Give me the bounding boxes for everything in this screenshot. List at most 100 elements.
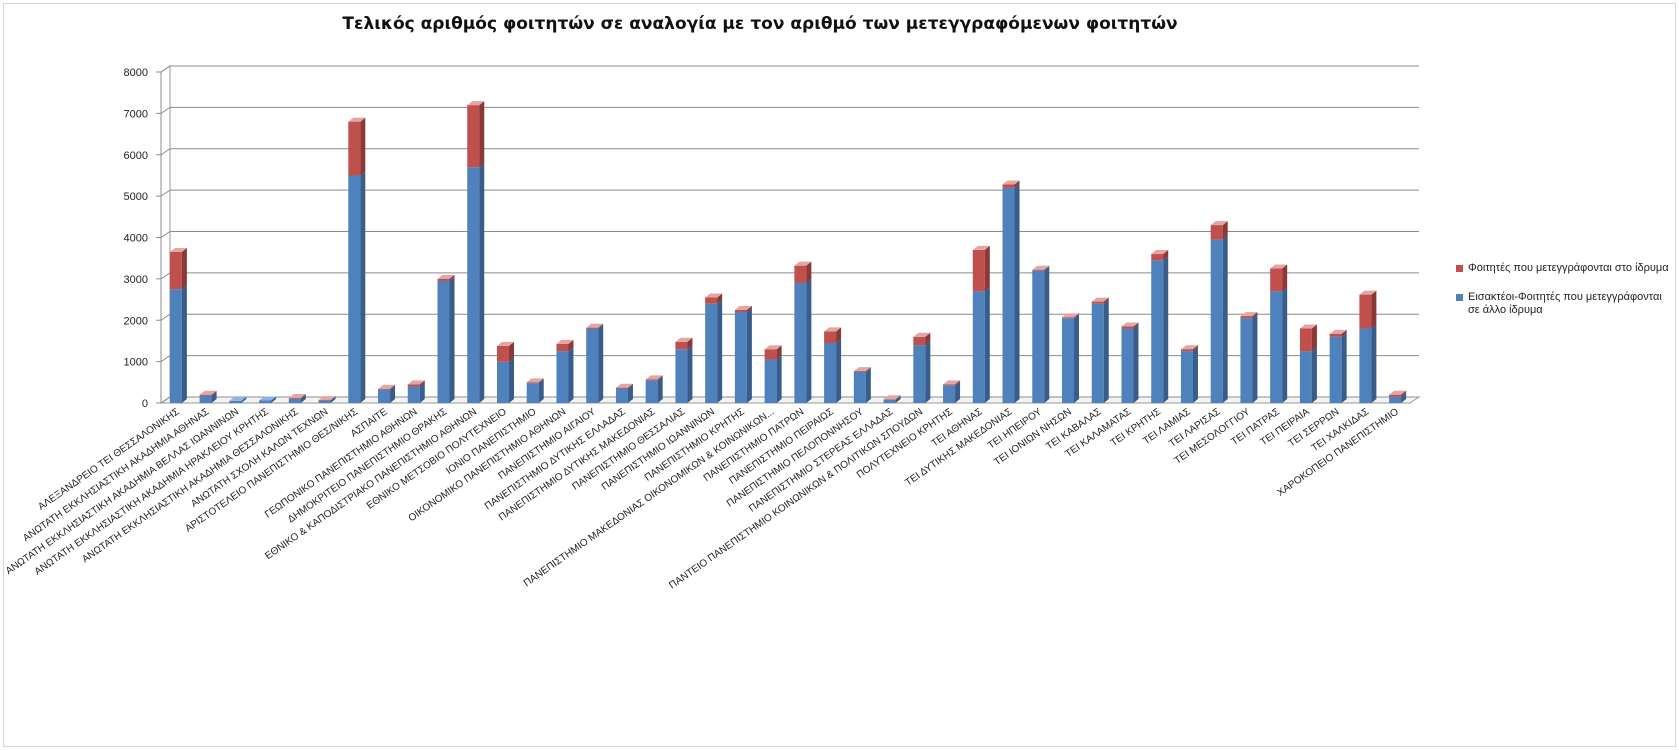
bar-incoming-top-39 [1329, 329, 1347, 334]
bar-incoming-side-14 [598, 323, 604, 329]
bar-admitted-20 [764, 359, 777, 403]
bar-incoming-side-9 [449, 274, 455, 281]
bar-incoming-top-34 [1180, 345, 1198, 350]
y-tick-label: 7000 [124, 108, 148, 120]
bar-incoming-17 [675, 341, 688, 350]
bar-incoming-side-19 [746, 305, 752, 312]
bar-incoming-top-37 [1270, 264, 1288, 269]
bar-incoming-side-21 [806, 261, 812, 284]
bar-admitted-side-17 [687, 345, 693, 403]
bar-admitted-9 [437, 280, 450, 403]
bar-incoming-27 [972, 249, 985, 292]
bar-admitted-18 [705, 303, 718, 403]
bar-admitted-38 [1299, 351, 1312, 403]
bar-incoming-top-16 [645, 375, 663, 380]
bar-incoming-top-4 [288, 394, 306, 399]
bar-incoming-18 [705, 297, 718, 304]
bar-incoming-1 [199, 394, 212, 396]
bar-incoming-side-25 [925, 332, 931, 346]
bar-admitted-13 [556, 351, 569, 403]
bar-incoming-side-10 [479, 101, 485, 168]
bar-admitted-side-39 [1341, 332, 1347, 403]
bar-incoming-top-33 [1151, 250, 1169, 255]
bar-incoming-22 [824, 331, 837, 344]
bar-incoming-top-38 [1299, 324, 1317, 329]
bar-admitted-side-36 [1252, 314, 1258, 403]
bar-admitted-side-8 [419, 382, 425, 403]
y-tick-label: 6000 [124, 150, 148, 162]
bar-admitted-41 [1389, 396, 1402, 403]
bar-admitted-side-10 [479, 163, 485, 403]
bar-admitted-side-20 [776, 355, 782, 403]
bar-incoming-side-29 [1044, 265, 1050, 271]
bar-incoming-top-35 [1210, 221, 1228, 226]
bar-admitted-33 [1151, 260, 1164, 403]
bar-admitted-side-22 [836, 339, 842, 403]
bar-incoming-12 [526, 382, 539, 384]
bar-incoming-side-36 [1252, 312, 1258, 319]
bar-admitted-side-26 [955, 381, 961, 403]
bar-incoming-side-26 [955, 380, 961, 386]
bar-incoming-top-36 [1240, 312, 1258, 317]
bar-incoming-29 [1032, 269, 1045, 271]
bar-incoming-top-14 [586, 323, 604, 328]
bar-incoming-38 [1299, 328, 1312, 352]
bar-incoming-40 [1359, 294, 1372, 329]
bar-admitted-side-33 [1163, 256, 1169, 403]
bar-admitted-side-34 [1192, 347, 1198, 403]
bar-admitted-side-4 [300, 394, 306, 403]
bar-incoming-side-23 [865, 367, 871, 372]
bar-incoming-top-12 [526, 378, 544, 383]
bar-incoming-side-16 [657, 375, 663, 381]
bar-admitted-side-2 [241, 396, 247, 403]
bar-admitted-side-0 [181, 285, 187, 403]
bar-incoming-top-7 [378, 384, 396, 389]
bar-admitted-side-13 [568, 347, 574, 403]
bar-incoming-side-17 [687, 337, 693, 350]
bar-incoming-26 [943, 384, 956, 386]
legend-swatch-incoming [1456, 265, 1463, 272]
legend-label-incoming: Φοιτητές που μετεγγράφονται στο ίδρυμα [1468, 262, 1669, 274]
bar-admitted-19 [734, 311, 747, 403]
bar-admitted-side-41 [1401, 392, 1407, 403]
bar-admitted-24 [883, 399, 896, 403]
bar-admitted-side-27 [984, 287, 990, 403]
bar-incoming-top-20 [764, 345, 782, 350]
bar-admitted-28 [1002, 187, 1015, 403]
bar-admitted-side-18 [717, 299, 723, 403]
legend-item-admitted: Εισακτέοι-Φοιτητές που μετεγγράφονται σε… [1456, 291, 1676, 317]
bar-incoming-side-12 [538, 378, 544, 384]
bar-incoming-side-27 [984, 245, 990, 292]
y-tick-label: 3000 [124, 274, 148, 286]
bar-admitted-side-7 [390, 385, 396, 403]
y-tick-label: 5000 [124, 191, 148, 203]
bar-admitted-side-1 [211, 391, 217, 403]
bar-incoming-25 [913, 336, 926, 346]
bar-incoming-top-29 [1032, 265, 1050, 270]
bar-incoming-top-10 [467, 101, 485, 106]
bar-incoming-top-21 [794, 261, 812, 266]
bar-admitted-29 [1032, 270, 1045, 403]
bar-admitted-side-30 [1074, 314, 1080, 403]
bar-admitted-side-12 [538, 379, 544, 403]
bar-admitted-side-40 [1371, 324, 1377, 403]
bar-admitted-side-3 [271, 396, 277, 403]
bar-incoming-28 [1002, 184, 1015, 188]
bar-admitted-27 [972, 291, 985, 403]
bars-layer [169, 101, 1407, 403]
bar-incoming-top-22 [824, 327, 842, 332]
bar-incoming-top-17 [675, 337, 693, 342]
bar-admitted-side-31 [1103, 299, 1109, 403]
bar-incoming-9 [437, 278, 450, 281]
bar-incoming-top-6 [348, 117, 366, 122]
bar-incoming-21 [794, 265, 807, 284]
bar-incoming-top-31 [1091, 297, 1109, 302]
legend: Φοιτητές που μετεγγράφονται στο ίδρυμα Ε… [1456, 262, 1676, 333]
bar-admitted-36 [1240, 318, 1253, 403]
bar-admitted-side-5 [330, 396, 336, 403]
y-tick-label: 0 [142, 398, 148, 410]
bar-incoming-side-30 [1074, 313, 1080, 319]
labels-layer: 010002000300040005000600070008000ΑΛΕΞΑΝΔ… [4, 67, 1401, 591]
bar-incoming-14 [586, 327, 599, 329]
bar-admitted-14 [586, 328, 599, 403]
